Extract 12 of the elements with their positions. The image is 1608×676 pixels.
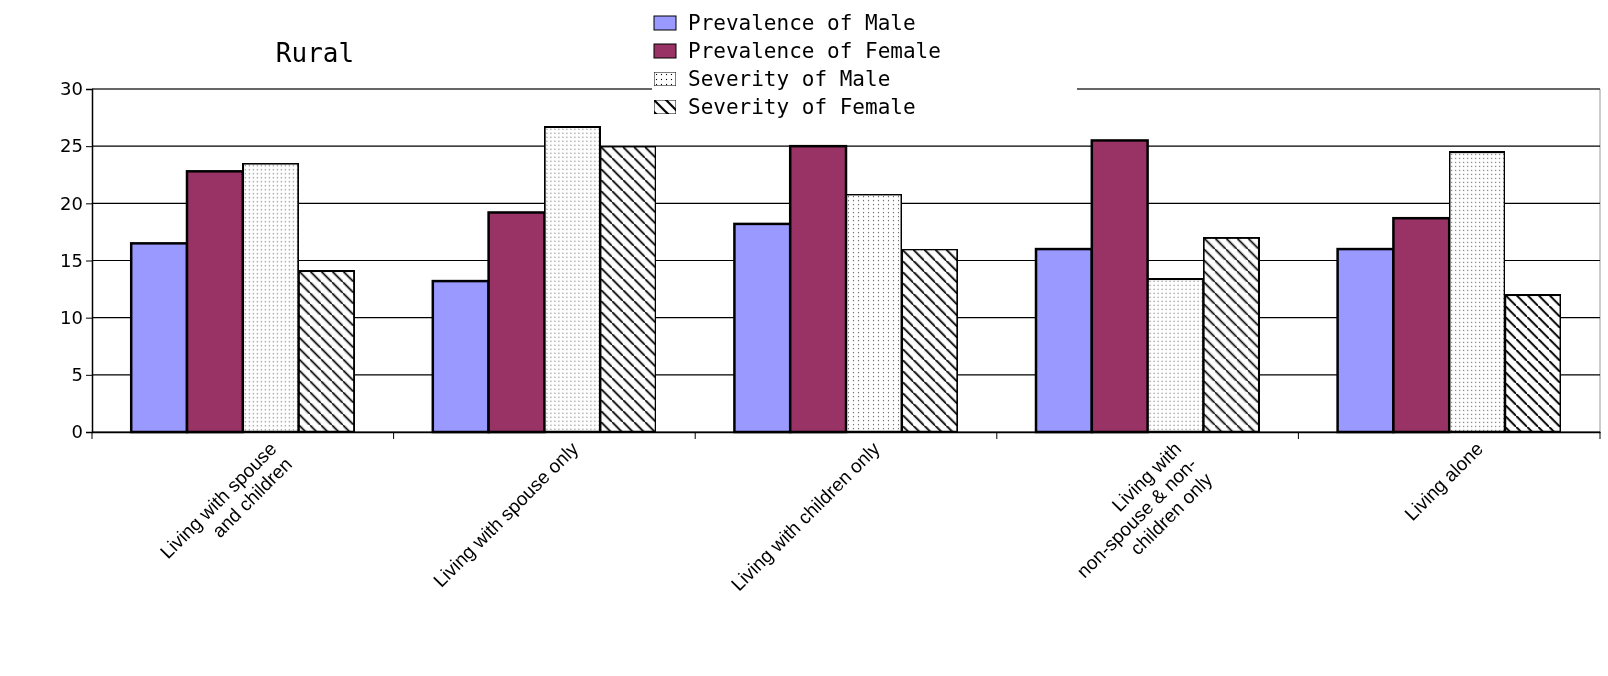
legend-label: Prevalence of Male — [688, 11, 916, 35]
y-tick-label: 5 — [71, 364, 83, 386]
y-tick-label: 10 — [60, 306, 83, 328]
legend-label: Severity of Male — [688, 67, 891, 91]
y-tick-label: 0 — [71, 421, 83, 443]
y-tick-label: 30 — [60, 78, 83, 100]
y-tick-label: 20 — [60, 192, 83, 214]
y-tick-label: 25 — [60, 135, 83, 157]
y-tick-label: 15 — [60, 249, 83, 271]
legend-label: Prevalence of Female — [688, 39, 941, 63]
legend-label: Severity of Female — [688, 95, 916, 119]
chart-title: Rural — [275, 38, 355, 68]
